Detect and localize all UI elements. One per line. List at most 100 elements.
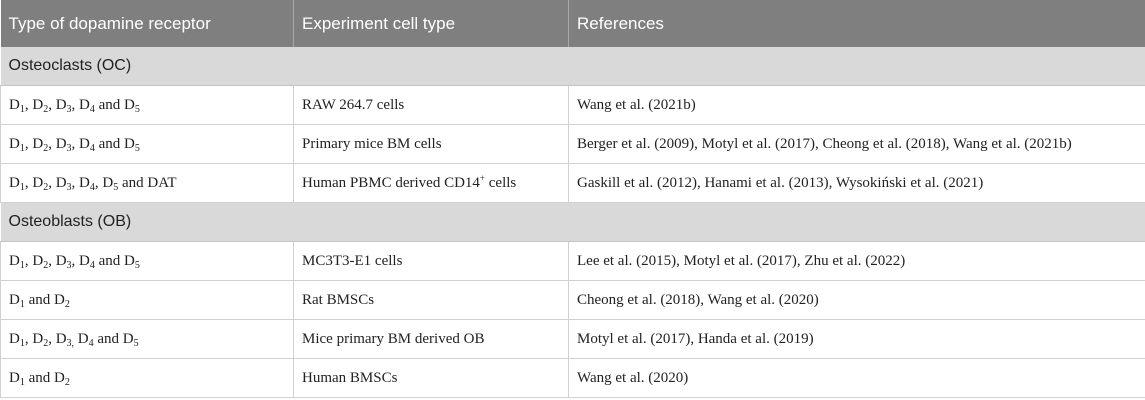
header-references: References (568, 0, 1145, 47)
receptor-subscript: 3 (66, 142, 72, 154)
receptor-text: and D (94, 96, 135, 113)
table-header: Type of dopamine receptor Experiment cel… (0, 0, 1145, 47)
receptor-subscript: 5 (134, 142, 140, 154)
references-cell: Wang et al. (2020) (568, 358, 1145, 398)
receptor-text: , D (24, 330, 44, 347)
header-row: Type of dopamine receptor Experiment cel… (0, 0, 1145, 47)
cell-type-text: Mice primary BM derived OB (302, 330, 485, 347)
receptor-subscript: 5 (134, 103, 140, 115)
receptor-text: , D (94, 174, 114, 191)
receptor-subscript: 4 (89, 259, 95, 271)
receptor-text: D (9, 174, 20, 191)
table-row: D1 and D2 Human BMSCs Wang et al. (2020) (0, 358, 1145, 398)
receptor-text: D (9, 369, 20, 386)
receptor-text: D (9, 96, 20, 113)
receptor-cell: D1, D2, D3, D4 and D5 (0, 85, 294, 125)
receptor-text: , D (48, 174, 67, 191)
receptor-subscript: 2 (43, 181, 49, 193)
cell-type-text: RAW 264.7 cells (302, 96, 405, 113)
receptor-subscript: 4 (88, 337, 94, 349)
receptor-text: , D (24, 96, 44, 113)
receptor-text: , D (48, 135, 67, 152)
receptor-cell: D1, D2, D3, D4, D5 and DAT (0, 163, 294, 203)
receptor-subscript: 3 (66, 103, 72, 115)
receptor-subscript: 1 (19, 181, 25, 193)
cell-type-text: Rat BMSCs (302, 291, 375, 308)
receptor-subscript: 4 (89, 142, 95, 154)
cell-type-text: Human PBMC derived CD14 (302, 174, 480, 191)
receptor-subscript: 2 (43, 103, 49, 115)
receptor-text: and D (93, 330, 134, 347)
references-cell: Cheong et al. (2018), Wang et al. (2020) (568, 280, 1145, 320)
references-cell: Wang et al. (2021b) (568, 85, 1145, 125)
receptor-subscript: 4 (89, 181, 95, 193)
receptor-subscript: 3 (66, 181, 72, 193)
cell-type-cell: Human PBMC derived CD14+ cells (293, 163, 569, 203)
receptor-subscript: 3, (66, 337, 75, 349)
cell-type-cell: Primary mice BM cells (293, 124, 569, 164)
header-receptor-type: Type of dopamine receptor (0, 0, 294, 47)
cell-type-cell: Mice primary BM derived OB (293, 319, 569, 359)
section-title: Osteoblasts (OB) (0, 202, 1145, 242)
references-cell: Lee et al. (2015), Motyl et al. (2017), … (568, 241, 1145, 281)
table-row: D1, D2, D3, D4, D5 and DAT Human PBMC der… (0, 163, 1145, 203)
cell-type-cell: Human BMSCs (293, 358, 569, 398)
receptor-subscript: 1 (19, 142, 25, 154)
receptor-cell: D1 and D2 (0, 280, 294, 320)
section-row: Osteoclasts (OC) (0, 47, 1145, 86)
receptor-cell: D1, D2, D3, D4 and D5 (0, 241, 294, 281)
cell-type-superscript: + (479, 172, 485, 183)
receptor-text: , D (48, 330, 67, 347)
receptor-subscript: 5 (133, 337, 139, 349)
section-row: Osteoblasts (OB) (0, 202, 1145, 242)
receptor-text: and DAT (118, 174, 177, 191)
receptor-subscript: 1 (19, 259, 25, 271)
receptor-subscript: 1 (19, 376, 25, 388)
receptor-subscript: 1 (19, 337, 25, 349)
receptor-text: D (9, 135, 20, 152)
receptor-text: , D (24, 174, 44, 191)
receptor-cell: D1 and D2 (0, 358, 294, 398)
receptor-subscript: 2 (43, 142, 49, 154)
receptor-text: and D (94, 252, 135, 269)
receptor-subscript: 2 (43, 259, 49, 271)
receptor-cell: D1, D2, D3, D4 and D5 (0, 319, 294, 359)
cell-type-cell: RAW 264.7 cells (293, 85, 569, 125)
receptor-text: D (74, 330, 89, 347)
receptor-subscript: 2 (64, 376, 70, 388)
cell-type-cell: Rat BMSCs (293, 280, 569, 320)
receptor-text: , D (24, 135, 44, 152)
receptor-text: and D (94, 135, 135, 152)
header-cell-type: Experiment cell type (293, 0, 569, 47)
receptor-text: , D (71, 135, 90, 152)
table-row: D1, D2, D3, D4 and D5 MC3T3-E1 cells Lee e… (0, 241, 1145, 281)
table-row: D1, D2, D3, D4 and D5 RAW 264.7 cells Wang… (0, 85, 1145, 125)
receptor-text: , D (48, 96, 67, 113)
receptor-text: , D (24, 252, 44, 269)
receptor-text: , D (71, 96, 90, 113)
receptor-text: and D (24, 369, 65, 386)
receptor-text: D (9, 330, 20, 347)
cell-type-text: Human BMSCs (302, 369, 398, 386)
cell-type-text: Primary mice BM cells (302, 135, 442, 152)
receptor-subscript: 2 (43, 337, 49, 349)
receptor-text: and D (24, 291, 65, 308)
receptor-text: D (9, 291, 20, 308)
receptor-text: D (9, 252, 20, 269)
section-title: Osteoclasts (OC) (0, 47, 1145, 86)
cell-type-text: MC3T3-E1 cells (302, 252, 403, 269)
references-cell: Berger et al. (2009), Motyl et al. (2017… (568, 124, 1145, 164)
table-row: D1, D2, D3, D4 and D5 Mice primary BM der… (0, 319, 1145, 359)
receptor-subscript: 3 (66, 259, 72, 271)
cell-type-cell: MC3T3-E1 cells (293, 241, 569, 281)
table-body: Osteoclasts (OC) D1, D2, D3, D4 and D5 RAW… (0, 47, 1145, 398)
receptor-cell: D1, D2, D3, D4 and D5 (0, 124, 294, 164)
references-cell: Gaskill et al. (2012), Hanami et al. (20… (568, 163, 1145, 203)
receptor-subscript: 4 (89, 103, 95, 115)
receptor-text: , D (48, 252, 67, 269)
receptor-subscript: 1 (19, 298, 25, 310)
references-cell: Motyl et al. (2017), Handa et al. (2019) (568, 319, 1145, 359)
cell-type-text: cells (485, 174, 517, 191)
receptor-subscript: 1 (19, 103, 25, 115)
